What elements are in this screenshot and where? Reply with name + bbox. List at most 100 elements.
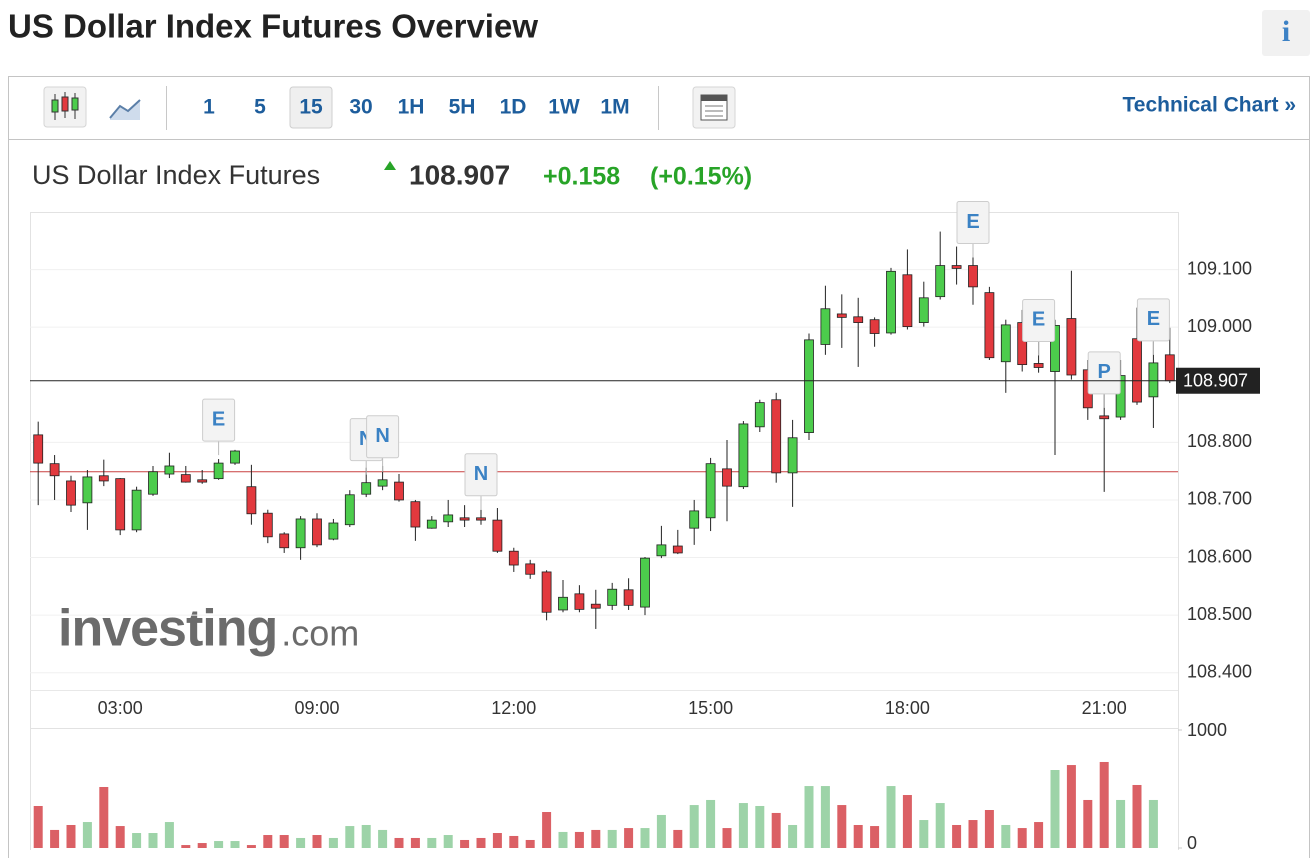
volume-bar xyxy=(312,835,322,848)
interval-option[interactable]: 1 xyxy=(203,96,215,119)
volume-bar xyxy=(214,841,224,848)
volume-bar xyxy=(984,810,994,848)
candle-body xyxy=(213,462,224,480)
volume-bar xyxy=(624,828,634,848)
volume-tick-label: 1000 xyxy=(1187,720,1227,740)
candle-body xyxy=(394,481,404,501)
event-label[interactable]: P xyxy=(1098,361,1111,383)
current-price-label: 108.907 xyxy=(1183,370,1248,390)
event-label[interactable]: E xyxy=(1147,308,1160,330)
x-tick-label: 21:00 xyxy=(1082,698,1127,718)
event-marker[interactable] xyxy=(202,398,236,442)
y-tick-label: 109.100 xyxy=(1187,258,1252,278)
interval-option[interactable]: 30 xyxy=(349,96,372,119)
candle-body xyxy=(230,450,240,464)
volume-bar xyxy=(771,812,781,848)
volume-bar xyxy=(509,835,519,848)
current-price-box xyxy=(1176,367,1260,394)
event-label[interactable]: E xyxy=(212,408,225,430)
candle-body xyxy=(1132,338,1142,403)
technical-chart-link[interactable]: Technical Chart » xyxy=(1123,94,1297,117)
info-icon[interactable]: i xyxy=(1282,15,1290,48)
price-change: +0.158 xyxy=(543,163,620,191)
candle-body xyxy=(410,501,421,528)
volume-bar xyxy=(115,826,125,848)
volume-bar xyxy=(1099,761,1109,848)
event-marker[interactable] xyxy=(366,415,400,459)
volume-bar xyxy=(66,824,76,848)
interval-option[interactable]: 15 xyxy=(299,96,323,119)
candle-body xyxy=(164,465,175,475)
icon-stroke xyxy=(109,99,141,119)
volume-bar xyxy=(296,837,306,848)
active-interval-frame xyxy=(289,86,333,129)
icon-shape xyxy=(701,95,727,101)
event-label[interactable]: N xyxy=(474,463,488,485)
candle-body xyxy=(968,265,978,288)
interval-option[interactable]: 1M xyxy=(600,96,629,119)
volume-bar xyxy=(181,845,191,848)
candle-body xyxy=(558,596,568,611)
candle-body xyxy=(262,512,273,538)
candle-body xyxy=(590,603,601,609)
candle-body xyxy=(705,463,716,519)
volume-bar xyxy=(952,824,962,848)
event-label[interactable]: E xyxy=(966,211,979,233)
volume-bar xyxy=(1066,765,1076,848)
x-tick-label: 12:00 xyxy=(491,698,536,718)
candle-body xyxy=(672,545,683,554)
volume-bar xyxy=(853,824,863,848)
interval-list: 1 5 15 30 1H 5H 1D 1W 1M xyxy=(203,96,629,119)
candle-body xyxy=(574,593,585,610)
candle-body xyxy=(279,533,290,549)
icon-shape xyxy=(71,97,79,111)
candle-body xyxy=(312,518,322,546)
volume-bar xyxy=(1050,770,1060,848)
line-type-button[interactable] xyxy=(109,99,141,120)
volume-bar xyxy=(1148,799,1158,848)
interval-option[interactable]: 1H xyxy=(398,96,425,119)
event-marker[interactable] xyxy=(1022,298,1056,342)
interval-option[interactable]: 1D xyxy=(500,96,527,119)
candle-type-button[interactable] xyxy=(43,86,87,128)
candle-body xyxy=(49,463,60,477)
candle-body xyxy=(508,550,519,566)
last-price: 108.907 xyxy=(409,159,510,190)
candle-body xyxy=(344,494,355,526)
event-label[interactable]: E xyxy=(1032,309,1045,331)
candle-body xyxy=(902,274,913,328)
event-marker[interactable] xyxy=(1087,351,1121,395)
plot: 109.100 109.000 108.800 108.700 108.600 108.5… xyxy=(30,201,1260,853)
volume-bar xyxy=(525,839,535,848)
icon-shape xyxy=(51,99,59,113)
event-marker[interactable] xyxy=(956,201,990,245)
info-button[interactable] xyxy=(1262,10,1310,56)
volume-bar xyxy=(886,786,896,848)
y-tick-label: 109.000 xyxy=(1187,316,1252,336)
interval-option[interactable]: 5H xyxy=(449,96,476,119)
candle-body xyxy=(197,479,208,483)
candle-body xyxy=(33,434,44,464)
interval-option[interactable]: 1W xyxy=(548,96,580,119)
calendar-button[interactable] xyxy=(692,86,736,129)
volume-bar xyxy=(443,835,453,848)
volume-bar xyxy=(738,803,748,848)
x-tick-label: 18:00 xyxy=(885,698,930,718)
interval-option[interactable]: 5 xyxy=(254,96,266,119)
volume-bar xyxy=(99,786,109,848)
candle-body xyxy=(246,486,257,515)
event-marker[interactable] xyxy=(464,453,498,497)
event-label[interactable]: N xyxy=(375,425,389,447)
candle-body xyxy=(426,519,437,529)
candle-body xyxy=(689,510,700,529)
event-marker[interactable] xyxy=(1136,298,1170,342)
volume-bar xyxy=(935,803,945,848)
candle-body xyxy=(836,313,847,318)
volume-bar xyxy=(820,786,830,848)
candle-body xyxy=(82,476,93,504)
volume-bar xyxy=(722,828,732,848)
candle-body xyxy=(607,588,618,606)
volume-bar xyxy=(230,841,240,848)
candle-body xyxy=(640,557,650,608)
